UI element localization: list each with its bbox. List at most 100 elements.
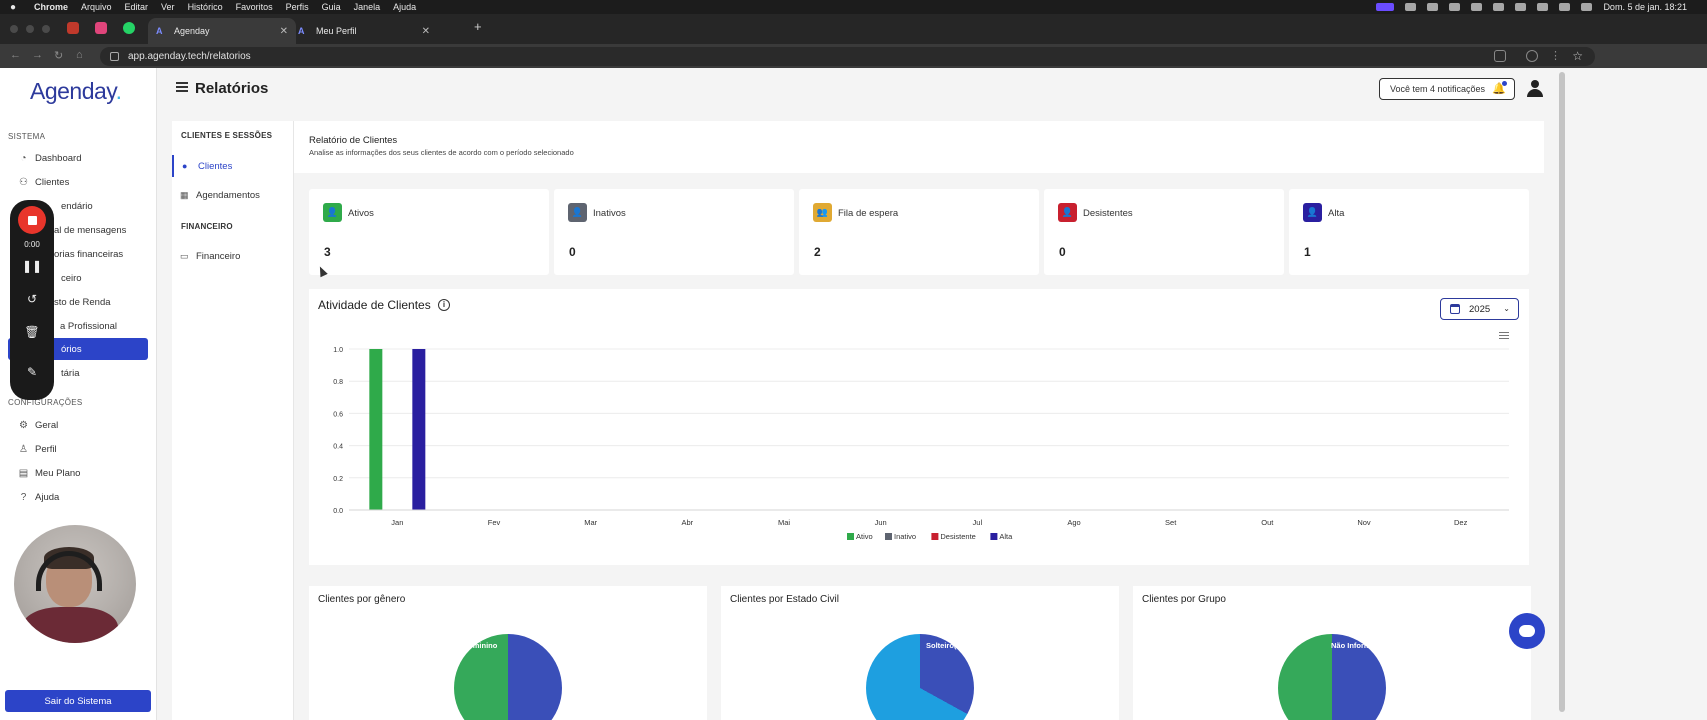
new-tab-icon[interactable]: + <box>474 19 482 34</box>
notifications-button[interactable]: Você tem 4 notificações 🔔 <box>1379 78 1515 100</box>
app-icon[interactable] <box>1427 3 1439 11</box>
gender-pie[interactable] <box>454 634 562 720</box>
group-pie[interactable] <box>1278 634 1386 720</box>
active-clients-icon: 👤 <box>323 203 342 222</box>
menu-editar[interactable]: Editar <box>124 2 149 12</box>
stat-card-ativos[interactable]: 👤 Ativos 3 <box>309 189 549 275</box>
sidebar-item-clientes[interactable]: ⚇ Clientes <box>8 171 162 193</box>
chat-support-button[interactable] <box>1509 613 1545 649</box>
logout-button[interactable]: Sair do Sistema <box>5 690 151 712</box>
card-title: Clientes por Estado Civil <box>730 594 839 605</box>
sidebar-item-imposto-renda[interactable]: sto de Renda <box>8 291 162 313</box>
stat-value: 0 <box>569 245 576 259</box>
more-menu-icon[interactable]: ⋮ <box>1550 50 1561 62</box>
battery-icon[interactable] <box>1493 3 1505 11</box>
report-item-clientes[interactable]: ● Clientes <box>172 155 294 177</box>
bookmark-star-icon[interactable]: ☆ <box>1572 49 1583 63</box>
report-item-financeiro[interactable]: ▭ Financeiro <box>172 245 294 267</box>
report-title: Relatório de Clientes <box>309 135 398 146</box>
home-icon[interactable]: ⌂ <box>76 49 83 61</box>
stat-label: Alta <box>1328 208 1345 219</box>
settings-icon[interactable] <box>1449 3 1461 11</box>
whatsapp-icon[interactable] <box>123 22 135 34</box>
profile-avatar-icon[interactable] <box>1526 50 1538 62</box>
sidebar-item-mensagens[interactable]: al de mensagens <box>8 219 162 241</box>
recording-time: 0:00 <box>24 240 40 249</box>
stat-card-fila-espera[interactable]: 👥 Fila de espera 2 <box>799 189 1039 275</box>
sidebar-item-label: Geral <box>35 419 59 431</box>
x-tick-label: Out <box>1261 518 1274 527</box>
audio-icon[interactable] <box>1405 3 1417 11</box>
slack-icon[interactable] <box>95 22 107 34</box>
sidebar-item-label: a Profissional <box>60 320 118 332</box>
wifi-icon[interactable] <box>1515 3 1527 11</box>
menu-arquivo[interactable]: Arquivo <box>81 2 112 12</box>
window-controls[interactable] <box>10 25 50 33</box>
volume-icon[interactable] <box>1581 3 1593 11</box>
sidebar-item-perfil[interactable]: ♙ Perfil <box>8 438 162 460</box>
tab-meu-perfil[interactable]: A Meu Perfil ✕ <box>290 18 438 44</box>
sidebar-item-financeiro[interactable]: ceiro <box>8 267 162 289</box>
sidebar-item-meu-plano[interactable]: ▤ Meu Plano <box>8 462 162 484</box>
stat-card-alta[interactable]: 👤 Alta 1 <box>1289 189 1529 275</box>
y-tick-label: 0.0 <box>333 508 343 515</box>
pinned-tab-icon[interactable] <box>67 22 79 34</box>
waitlist-icon: 👥 <box>813 203 832 222</box>
page-title: Relatórios <box>195 80 269 97</box>
stat-card-desistentes[interactable]: 👤 Desistentes 0 <box>1044 189 1284 275</box>
sidebar-item-ajuda[interactable]: ? Ajuda <box>8 486 162 508</box>
menu-guia[interactable]: Guia <box>321 2 341 12</box>
tab-agenday[interactable]: A Agenday ✕ <box>148 18 296 44</box>
clients-icon: ⚇ <box>19 176 28 188</box>
bluetooth-icon[interactable] <box>1471 3 1483 11</box>
x-tick-label: Mar <box>584 518 597 527</box>
close-icon[interactable]: ✕ <box>421 25 430 37</box>
x-tick-label: Fev <box>488 518 501 527</box>
address-bar[interactable]: app.agenday.tech/relatorios ☆ <box>100 47 1595 66</box>
delete-button[interactable]: 🗑 <box>18 318 46 346</box>
marital-status-pie[interactable] <box>866 634 974 720</box>
stat-card-inativos[interactable]: 👤 Inativos 0 <box>554 189 794 275</box>
sidebar-item-dashboard[interactable]: ◔ Dashboard <box>8 147 162 169</box>
menu-chrome[interactable]: Chrome <box>34 2 69 12</box>
menu-ver[interactable]: Ver <box>161 2 175 12</box>
info-icon[interactable]: i <box>438 299 450 311</box>
year-value: 2025 <box>1469 303 1491 315</box>
year-select[interactable]: 2025 ⌄ <box>1440 298 1519 320</box>
x-tick-label: Jun <box>875 518 887 527</box>
page-scrollbar[interactable] <box>1557 68 1567 720</box>
sidebar-item-categorias-financeiras[interactable]: orias financeiras <box>8 243 162 265</box>
menu-janela[interactable]: Janela <box>353 2 381 12</box>
stop-recording-button[interactable] <box>18 206 46 234</box>
sidebar-item-label: endário <box>61 200 93 212</box>
menu-ajuda[interactable]: Ajuda <box>393 2 417 12</box>
report-item-agendamentos[interactable]: ▦ Agendamentos <box>172 184 294 206</box>
menu-perfis[interactable]: Perfis <box>285 2 309 12</box>
sidebar-item-calendario[interactable]: endário <box>8 195 162 217</box>
back-icon[interactable]: ← <box>10 49 21 61</box>
apple-icon[interactable]: ● <box>10 1 17 13</box>
screen-record-icon[interactable] <box>1376 3 1395 11</box>
menu-favoritos[interactable]: Favoritos <box>235 2 273 12</box>
search-icon[interactable] <box>1537 3 1549 11</box>
pause-button[interactable]: ❚❚ <box>18 252 46 280</box>
menu-toggle-icon[interactable] <box>176 82 188 92</box>
site-info-icon[interactable] <box>110 52 119 61</box>
brand-logo[interactable]: Agenday. <box>30 78 122 105</box>
extensions-icon[interactable] <box>1494 50 1506 62</box>
menu-historico[interactable]: Histórico <box>187 2 223 12</box>
clock[interactable]: Dom. 5 de jan. 18:21 <box>1603 2 1687 12</box>
chart-menu-icon[interactable] <box>1499 332 1509 339</box>
restart-button[interactable]: ↺ <box>18 285 46 313</box>
marital-status-card: Clientes por Estado Civil Solteiro(a) <box>721 586 1119 720</box>
reload-icon[interactable]: ↻ <box>54 50 64 62</box>
close-icon[interactable]: ✕ <box>279 25 288 37</box>
draw-button[interactable]: ✎ <box>18 358 46 386</box>
forward-icon[interactable]: → <box>32 49 43 61</box>
x-tick-label: Set <box>1165 518 1177 527</box>
control-center-icon[interactable] <box>1559 3 1571 11</box>
sidebar-item-geral[interactable]: ⚙ Geral <box>8 414 162 436</box>
user-menu-icon[interactable] <box>1527 80 1543 98</box>
sidebar-item-orcamentaria[interactable]: tária <box>8 362 162 384</box>
sidebar-item-profissional[interactable]: a Profissional <box>8 315 162 337</box>
